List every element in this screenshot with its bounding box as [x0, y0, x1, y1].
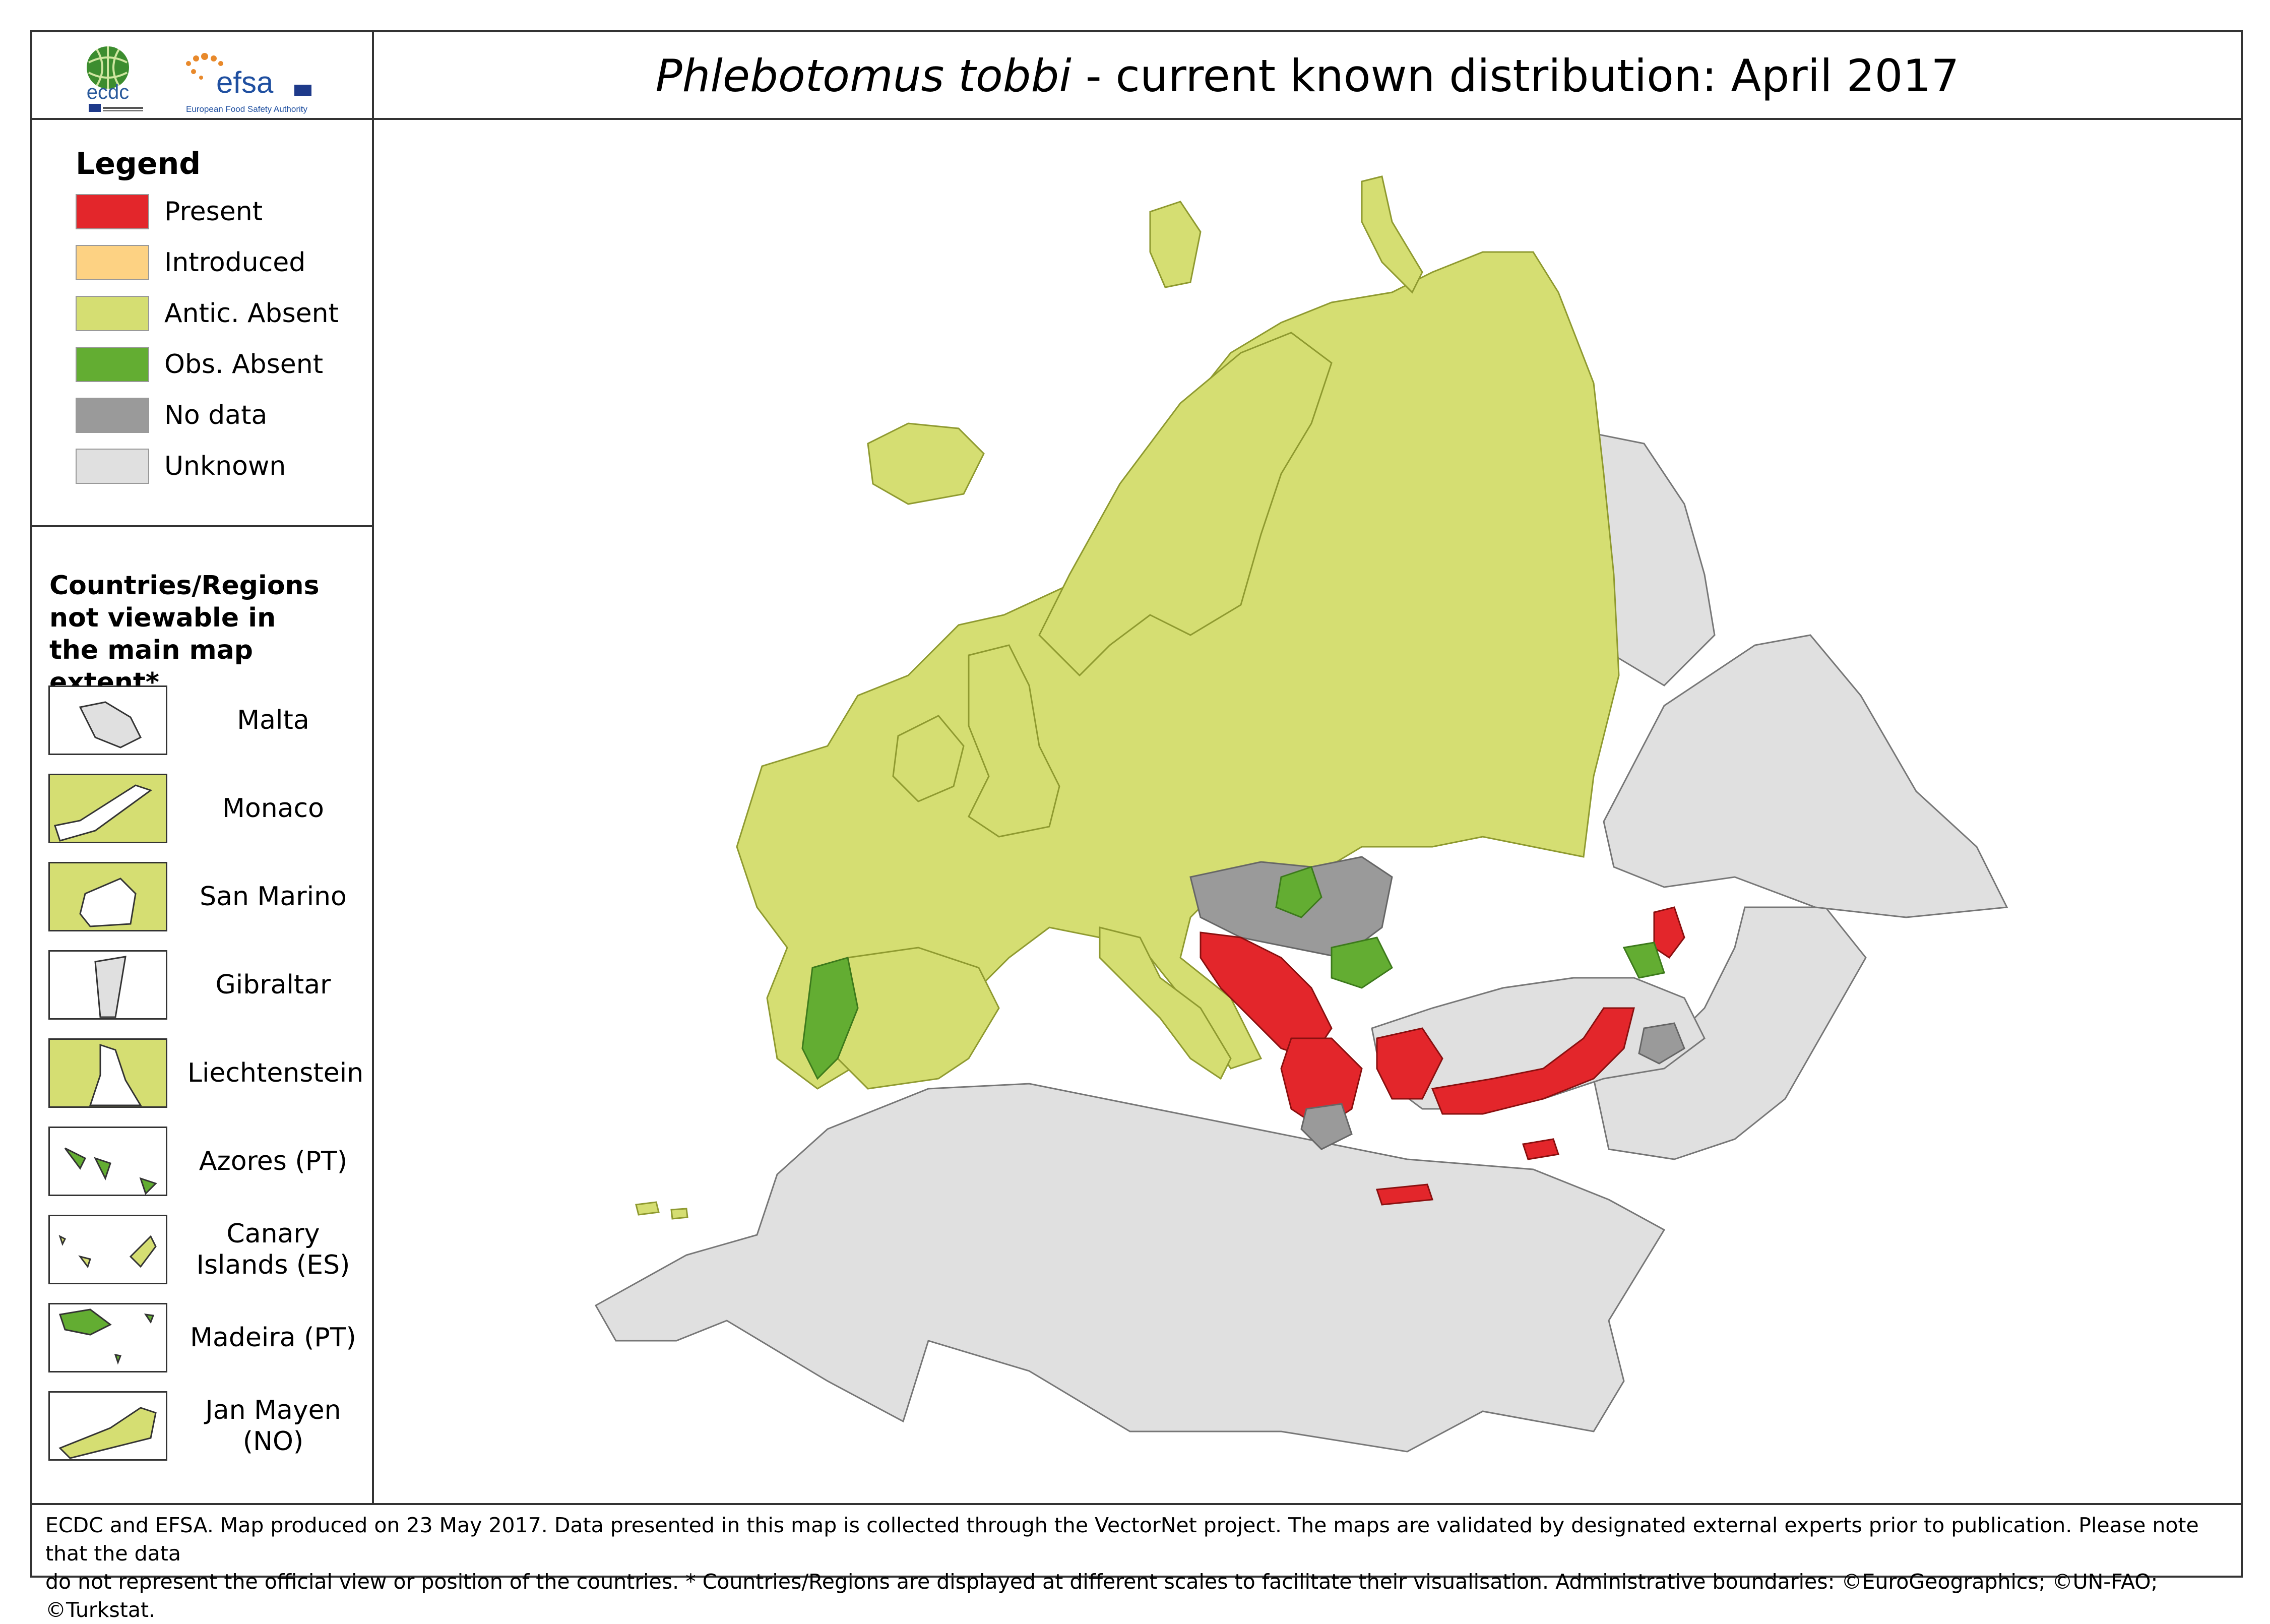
inset-map: [48, 1215, 167, 1284]
inset-label: Gibraltar: [215, 970, 331, 1000]
legend-item: Obs. Absent: [76, 347, 323, 382]
legend-item: Introduced: [76, 245, 305, 280]
map-title: Phlebotomus tobbi - current known distri…: [374, 32, 2241, 119]
inset-item: Jan Mayen (NO): [48, 1391, 359, 1461]
portugal-obs-absent-region: [801, 957, 859, 1080]
inset-label: Madeira (PT): [190, 1323, 356, 1353]
ireland-region: [892, 715, 965, 802]
legend-item: Antic. Absent: [76, 296, 339, 331]
caucasus-obs-absent-region: [1622, 942, 1665, 979]
north-africa-region: [594, 1083, 1666, 1453]
middle-east-region: [1593, 906, 1867, 1160]
map-frame: [30, 30, 2243, 1578]
inset-label: Azores (PT): [199, 1146, 348, 1176]
legend-title: Legend: [76, 146, 201, 181]
east-unknown-region: [1603, 634, 2008, 918]
legend-swatch: [76, 347, 149, 382]
inset-item: Malta: [48, 685, 359, 755]
inset-item: Liechtenstein: [48, 1038, 364, 1108]
footer-line-1: ECDC and EFSA. Map produced on 23 May 20…: [45, 1513, 2199, 1566]
inset-item: Madeira (PT): [48, 1303, 359, 1372]
logo-area: ecdc efsa European Food Safety Authority: [32, 32, 372, 119]
legend-swatch: [76, 449, 149, 484]
turkey-present-south-region: [1431, 1007, 1635, 1115]
legend-label: Obs. Absent: [164, 349, 324, 380]
legend-swatch: [76, 398, 149, 433]
inset-item: Azores (PT): [48, 1127, 359, 1196]
inset-map: [48, 950, 167, 1020]
turkey-present-west-region: [1376, 1027, 1443, 1100]
title-rest: - current known distribution: April 2017: [1071, 49, 1960, 102]
inset-label: Canary Islands (ES): [196, 1219, 350, 1280]
legend-divider: [32, 525, 372, 527]
inset-label: Monaco: [222, 793, 324, 824]
inset-item: San Marino: [48, 862, 359, 931]
scandinavia-region: [1038, 332, 1333, 677]
inset-item: Gibraltar: [48, 950, 359, 1020]
italy-region: [1099, 926, 1232, 1080]
legend-item: Unknown: [76, 449, 286, 484]
efsa-logo-text: efsa: [216, 66, 274, 99]
inset-map: [48, 862, 167, 931]
great-britain-region: [968, 644, 1060, 838]
footer-divider: [32, 1503, 2241, 1505]
legend-label: Present: [164, 197, 263, 227]
inset-map: [48, 1127, 167, 1196]
inset-label: Jan Mayen (NO): [205, 1395, 341, 1457]
legend-swatch: [76, 296, 149, 331]
inset-label: San Marino: [200, 882, 347, 912]
iceland-region: [867, 422, 985, 505]
main-map: [374, 121, 2241, 1503]
footer-note: ECDC and EFSA. Map produced on 23 May 20…: [45, 1511, 2228, 1624]
greece-nodata-region: [1300, 1103, 1353, 1150]
balkans-obs-absent-region: [1275, 866, 1322, 918]
header-divider: [32, 118, 2241, 120]
inset-item: Canary Islands (ES): [48, 1215, 359, 1284]
ecdc-logo-text: ecdc: [87, 81, 130, 103]
novaya-zemlya-region: [1361, 175, 1423, 294]
legend-label: Unknown: [164, 451, 286, 481]
inset-map: [48, 685, 167, 755]
bulgaria-obs-absent-region: [1331, 936, 1393, 989]
inset-label: Malta: [237, 705, 309, 735]
caucasus-present-region: [1653, 906, 1685, 959]
sidebar-divider: [372, 32, 374, 1505]
inset-item: Monaco: [48, 774, 359, 843]
insets-title: Countries/Regions not viewable in the ma…: [49, 571, 320, 698]
svalbard-region: [1149, 201, 1202, 288]
species-name: Phlebotomus tobbi: [655, 49, 1071, 102]
inset-label: Liechtenstein: [187, 1058, 364, 1088]
inset-map: [48, 1303, 167, 1372]
turkey-nodata-region: [1638, 1022, 1685, 1065]
legend-item: Present: [76, 194, 263, 229]
legend-label: No data: [164, 400, 268, 430]
crete-present-region: [1375, 1183, 1434, 1206]
ecdc-globe-logo: ecdc: [87, 46, 143, 112]
cyprus-present-region: [1522, 1138, 1559, 1160]
canary-islands-region: [635, 1201, 688, 1220]
inset-map: [48, 774, 167, 843]
efsa-logo-subtext: European Food Safety Authority: [186, 104, 307, 114]
legend-swatch: [76, 245, 149, 280]
footer-line-2: do not represent the official view or po…: [45, 1570, 2158, 1622]
inset-map: [48, 1391, 167, 1461]
inset-map: [48, 1038, 167, 1108]
legend-swatch: [76, 194, 149, 229]
legend-item: No data: [76, 398, 267, 433]
efsa-star-logo: efsa European Food Safety Authority: [186, 53, 311, 114]
legend-label: Antic. Absent: [164, 298, 339, 329]
legend-label: Introduced: [164, 247, 306, 278]
